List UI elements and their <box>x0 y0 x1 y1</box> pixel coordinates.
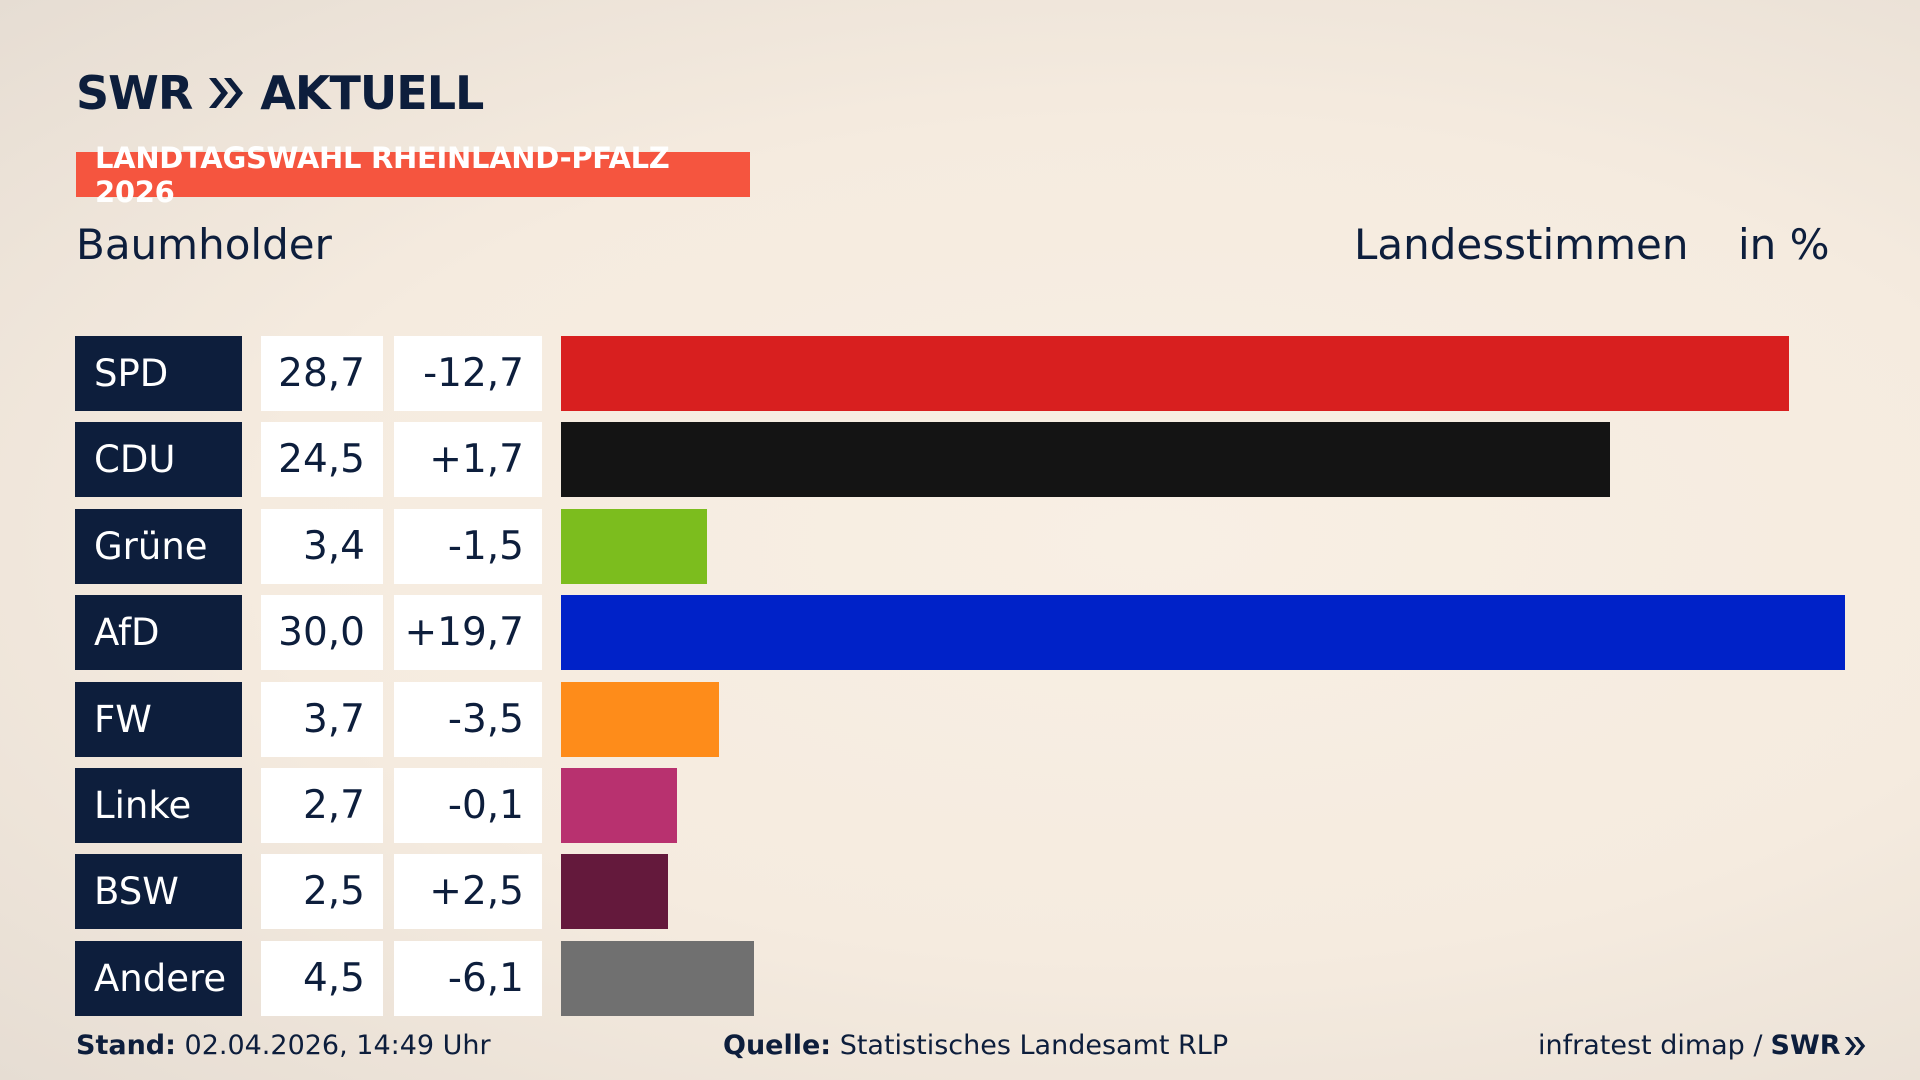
double-chevron-icon <box>206 75 246 111</box>
vote-share-value: 3,4 <box>261 508 383 584</box>
result-row: Linke 2,7 -0,1 <box>0 768 1920 843</box>
vote-share-bar <box>561 854 668 930</box>
vote-share-change: -3,5 <box>394 681 542 757</box>
vote-share-bar <box>561 681 720 757</box>
result-row: FW 3,7 -3,5 <box>0 681 1920 757</box>
vote-type-label: Landesstimmen <box>1354 220 1689 269</box>
result-row: Andere 4,5 -6,1 <box>0 940 1920 1016</box>
footer-stand: Stand: 02.04.2026, 14:49 Uhr <box>76 1030 491 1061</box>
vote-share-value: 3,7 <box>261 681 383 757</box>
vote-share-value: 24,5 <box>261 422 383 498</box>
party-label: BSW <box>75 854 242 930</box>
swr-logo-small: SWR <box>1771 1030 1867 1061</box>
vote-share-change: -0,1 <box>394 768 542 843</box>
source-label: Quelle: <box>723 1030 832 1061</box>
result-row: BSW 2,5 +2,5 <box>0 854 1920 930</box>
vote-share-value: 4,5 <box>261 940 383 1016</box>
swr-aktuell-logo: SWR AKTUELL <box>76 66 484 120</box>
result-row: CDU 24,5 +1,7 <box>0 422 1920 498</box>
footer-credit: infratest dimap / SWR <box>1538 1030 1867 1061</box>
vote-share-bar <box>561 422 1610 498</box>
election-banner: LANDTAGSWAHL RHEINLAND-PFALZ 2026 <box>76 141 750 209</box>
logo-aktuell-text: AKTUELL <box>260 66 484 120</box>
party-label: Grüne <box>75 508 242 584</box>
double-chevron-small-icon <box>1844 1036 1865 1055</box>
vote-share-change: -1,5 <box>394 508 542 584</box>
vote-share-bar <box>561 508 707 584</box>
party-label: Linke <box>75 768 242 843</box>
vote-share-change: +2,5 <box>394 854 542 930</box>
region-title: Baumholder <box>76 220 332 269</box>
stand-label: Stand: <box>76 1030 176 1061</box>
vote-share-value: 2,7 <box>261 768 383 843</box>
vote-share-change: -12,7 <box>394 336 542 411</box>
vote-share-bar <box>561 336 1790 411</box>
party-label: CDU <box>75 422 242 498</box>
vote-share-value: 2,5 <box>261 854 383 930</box>
party-label: FW <box>75 681 242 757</box>
stand-value: 02.04.2026, 14:49 Uhr <box>184 1030 491 1061</box>
vote-share-change: -6,1 <box>394 940 542 1016</box>
vote-share-bar <box>561 595 1845 671</box>
footer-source: Quelle: Statistisches Landesamt RLP <box>723 1030 1228 1061</box>
vote-share-bar <box>561 768 677 843</box>
source-value: Statistisches Landesamt RLP <box>839 1030 1229 1061</box>
party-label: AfD <box>75 595 242 671</box>
result-row: AfD 30,0 +19,7 <box>0 595 1920 671</box>
credit-text: infratest dimap / <box>1538 1030 1763 1061</box>
result-row: SPD 28,7 -12,7 <box>0 336 1920 411</box>
unit-label: in % <box>1738 220 1830 269</box>
logo-swr-text: SWR <box>76 66 193 120</box>
result-row: Grüne 3,4 -1,5 <box>0 508 1920 584</box>
vote-share-value: 28,7 <box>261 336 383 411</box>
vote-share-change: +19,7 <box>394 595 542 671</box>
party-label: Andere <box>75 940 242 1016</box>
party-label: SPD <box>75 336 242 411</box>
vote-share-bar <box>561 940 754 1016</box>
swr-small-text: SWR <box>1770 1030 1841 1061</box>
vote-share-value: 30,0 <box>261 595 383 671</box>
vote-share-change: +1,7 <box>394 422 542 498</box>
